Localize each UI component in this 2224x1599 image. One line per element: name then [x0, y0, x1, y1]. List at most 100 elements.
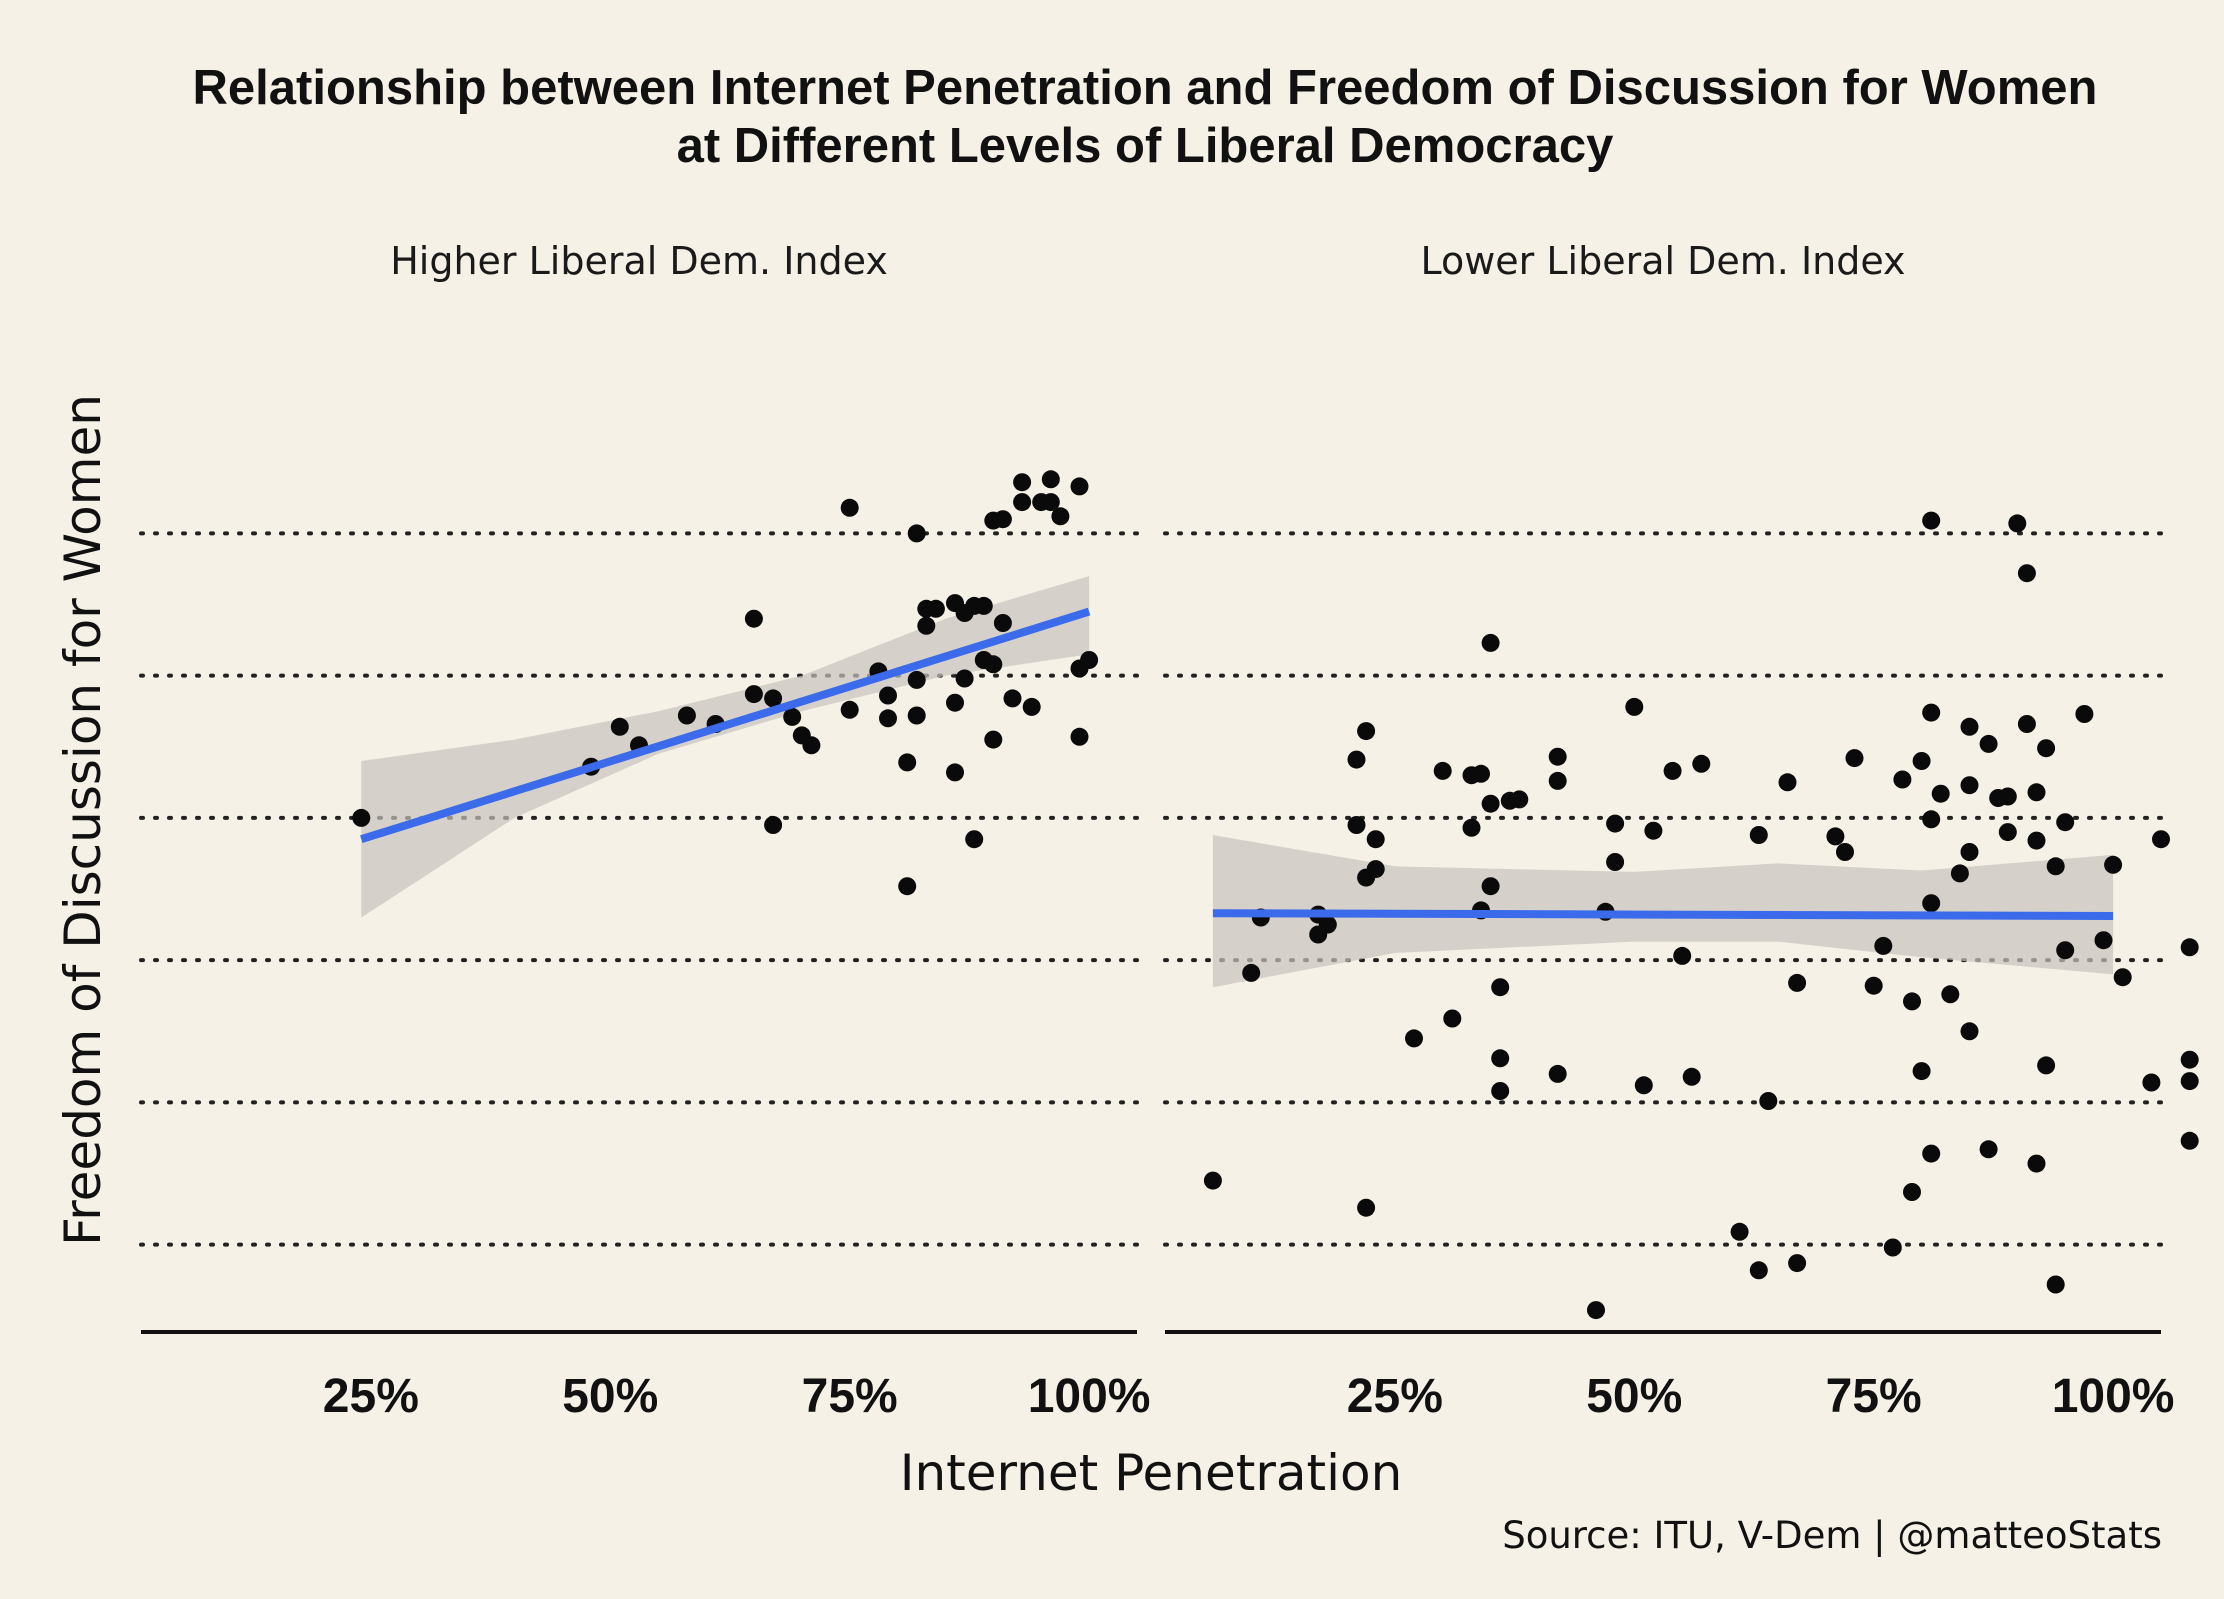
data-point-57 — [1903, 992, 1921, 1011]
data-point-87 — [2056, 941, 2075, 960]
data-point-10 — [783, 707, 802, 726]
data-point-0 — [1203, 1171, 1222, 1190]
chart-caption: Source: ITU, V-Dem | @matteoStats — [1502, 1514, 2162, 1557]
x-tick-label: 25% — [323, 1370, 419, 1423]
data-point-8 — [764, 689, 783, 708]
data-point-18 — [898, 753, 917, 772]
chart-title-line-2: at Different Levels of Liberal Democracy — [677, 119, 1614, 173]
data-point-32 — [965, 830, 984, 849]
data-point-25 — [1491, 1082, 1510, 1100]
data-point-33 — [974, 596, 993, 615]
data-point-41 — [1692, 754, 1711, 773]
x-axis-title: Internet Penetration — [900, 1444, 1403, 1502]
data-point-12 — [802, 736, 821, 755]
data-point-44 — [1749, 1261, 1768, 1280]
data-point-6 — [744, 609, 763, 628]
data-point-52 — [1864, 976, 1883, 995]
data-point-89 — [2075, 705, 2094, 723]
data-point-81 — [2027, 1154, 2046, 1173]
data-point-69 — [1960, 776, 1979, 795]
data-point-35 — [984, 730, 1003, 749]
data-point-47 — [1051, 507, 1070, 526]
data-point-16 — [879, 686, 897, 705]
data-point-96 — [2180, 1072, 2199, 1091]
data-point-23 — [917, 616, 936, 635]
x-tick-label: 100% — [2052, 1370, 2175, 1423]
data-point-54 — [1883, 1238, 1902, 1257]
data-point-91 — [2104, 855, 2123, 874]
data-point-25 — [926, 599, 945, 618]
data-point-67 — [1950, 864, 1969, 883]
data-point-63 — [1922, 703, 1941, 722]
data-point-14 — [840, 498, 859, 517]
data-point-14 — [1433, 761, 1452, 780]
data-point-41 — [1013, 493, 1032, 512]
data-point-12 — [1366, 860, 1385, 879]
data-point-88 — [2056, 813, 2075, 832]
panel-strip-label-lower: Lower Liberal Dem. Index — [1420, 239, 1905, 283]
data-point-40 — [1003, 689, 1022, 708]
data-point-9 — [764, 816, 783, 834]
x-tick-label: 50% — [1586, 1370, 1682, 1423]
data-point-21 — [1481, 877, 1500, 896]
data-point-95 — [2180, 1050, 2199, 1069]
data-point-24 — [1491, 1049, 1510, 1068]
data-point-84 — [2037, 1056, 2056, 1075]
data-point-70 — [1960, 843, 1979, 861]
data-point-47 — [1788, 1254, 1807, 1273]
y-axis-title: Freedom of Discussion for Women — [54, 394, 112, 1246]
data-point-97 — [2180, 1131, 2199, 1150]
data-point-22 — [907, 524, 926, 543]
data-point-30 — [955, 669, 974, 688]
data-point-75 — [1998, 787, 2017, 806]
data-point-46 — [1778, 773, 1797, 792]
data-point-73 — [1979, 734, 1998, 753]
data-point-6 — [1347, 816, 1366, 834]
data-point-27 — [946, 693, 964, 712]
data-point-4 — [677, 706, 696, 725]
data-point-28 — [946, 763, 964, 782]
data-point-59 — [1912, 1062, 1931, 1081]
data-point-60 — [1922, 1144, 1941, 1163]
data-point-39 — [993, 614, 1012, 632]
data-point-10 — [1357, 1198, 1376, 1217]
data-point-29 — [1548, 771, 1567, 790]
data-point-43 — [1022, 697, 1041, 716]
data-point-5 — [1318, 915, 1337, 934]
data-point-1 — [1242, 963, 1261, 982]
data-point-0 — [352, 808, 371, 827]
data-point-82 — [2027, 831, 2046, 850]
confidence-band — [361, 576, 1090, 918]
data-point-11 — [1366, 830, 1385, 849]
data-point-23 — [1491, 978, 1510, 997]
data-point-53 — [1874, 936, 1893, 955]
x-tick-label: 75% — [802, 1370, 898, 1423]
data-point-85 — [2046, 857, 2065, 876]
data-point-40 — [1682, 1067, 1701, 1086]
data-point-42 — [1730, 1222, 1749, 1241]
data-point-78 — [2017, 715, 2036, 733]
regression-line — [1212, 909, 2114, 921]
data-point-51 — [1080, 651, 1099, 669]
data-point-21 — [907, 670, 926, 689]
data-point-50 — [1836, 843, 1854, 861]
data-point-72 — [1979, 1140, 1998, 1159]
x-tick-label: 25% — [1347, 1370, 1443, 1423]
data-point-13 — [1405, 1029, 1423, 1048]
regression-line — [360, 607, 1091, 844]
data-point-86 — [2046, 1275, 2065, 1294]
x-tick-label: 75% — [1826, 1370, 1922, 1423]
chart-title-line-1: Relationship between Internet Penetratio… — [193, 61, 2098, 115]
data-point-77 — [2008, 514, 2027, 533]
data-point-7 — [1347, 750, 1366, 769]
data-point-22 — [1481, 794, 1500, 813]
data-point-27 — [1510, 790, 1529, 809]
data-point-30 — [1548, 1064, 1567, 1083]
data-point-28 — [1548, 747, 1567, 766]
data-point-50 — [1070, 727, 1089, 746]
data-point-93 — [2142, 1073, 2161, 1092]
panel-strip-label-higher: Higher Liberal Dem. Index — [390, 239, 888, 283]
data-point-55 — [1893, 770, 1912, 789]
data-point-92 — [2113, 968, 2132, 987]
